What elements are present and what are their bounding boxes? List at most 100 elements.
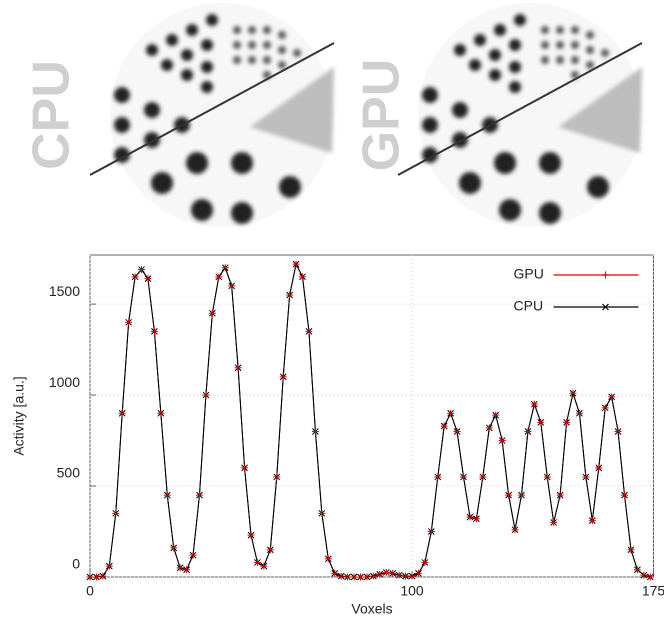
- y-tick-label: 1000: [49, 374, 80, 390]
- data-point: [266, 546, 274, 554]
- data-point: [299, 273, 307, 281]
- data-point: [208, 309, 216, 317]
- data-point: [453, 427, 461, 435]
- data-point: [105, 562, 113, 570]
- data-point: [311, 427, 319, 435]
- data-point: [305, 327, 313, 335]
- data-point: [163, 491, 171, 499]
- data-point: [621, 491, 629, 499]
- data-point: [112, 509, 120, 517]
- data-point: [86, 573, 94, 581]
- data-point: [344, 573, 352, 581]
- data-point: [260, 562, 268, 570]
- plot-frame: [89, 254, 654, 578]
- data-point: [447, 409, 455, 417]
- data-point: [215, 273, 223, 281]
- data-point: [537, 418, 545, 426]
- x-tick-label: 100: [400, 583, 424, 599]
- x-tick-label: 175: [642, 583, 664, 599]
- data-point: [195, 491, 203, 499]
- gpu-image: [398, 3, 642, 227]
- data-point: [247, 531, 255, 539]
- data-point: [369, 572, 377, 580]
- data-point: [472, 515, 480, 523]
- data-point: [479, 473, 487, 481]
- y-tick-label: 500: [57, 465, 81, 481]
- data-point: [228, 282, 236, 290]
- data-point: [530, 400, 538, 408]
- y-axis-label: Activity [a.u.]: [11, 376, 27, 455]
- data-point: [118, 409, 126, 417]
- data-point: [517, 491, 525, 499]
- data-point: [485, 424, 493, 432]
- data-point: [575, 409, 583, 417]
- data-point: [99, 572, 107, 580]
- data-point: [601, 404, 609, 412]
- legend-marker: [602, 303, 609, 311]
- data-point: [640, 571, 648, 579]
- x-tick-label: 0: [86, 583, 94, 599]
- data-point: [588, 517, 596, 525]
- data-point: [234, 364, 242, 372]
- data-point: [511, 526, 519, 534]
- data-point: [138, 266, 146, 274]
- data-point: [608, 393, 616, 401]
- data-point: [505, 491, 513, 499]
- data-point: [356, 573, 364, 581]
- data-point: [125, 318, 133, 326]
- data-point: [556, 491, 564, 499]
- data-point: [331, 569, 339, 577]
- data-point: [414, 569, 422, 577]
- y-tick-label: 1500: [49, 283, 80, 299]
- data-point: [402, 572, 410, 580]
- data-point: [498, 437, 506, 445]
- data-point: [131, 273, 139, 281]
- data-point: [569, 389, 577, 397]
- data-point: [144, 275, 152, 283]
- data-point: [376, 570, 384, 578]
- cpu-image: [90, 3, 334, 227]
- data-point: [627, 546, 635, 554]
- data-point: [440, 422, 448, 430]
- data-point: [176, 564, 184, 572]
- data-point: [492, 411, 500, 419]
- data-point: [595, 464, 603, 472]
- data-point: [157, 409, 165, 417]
- legend-marker: [602, 271, 609, 279]
- data-point: [408, 572, 416, 580]
- x-axis-label: Voxels: [351, 601, 392, 617]
- data-point: [337, 572, 345, 580]
- data-point: [582, 473, 590, 481]
- data-point: [253, 558, 261, 566]
- data-point: [395, 571, 403, 579]
- data-point: [221, 264, 229, 272]
- data-point: [292, 260, 300, 268]
- data-point: [382, 568, 390, 576]
- data-point: [363, 573, 371, 581]
- legend-label: GPU: [514, 266, 544, 282]
- data-point: [183, 566, 191, 574]
- data-point: [241, 464, 249, 472]
- data-point: [150, 327, 158, 335]
- image-label: GPU: [353, 59, 411, 172]
- data-point: [350, 573, 358, 581]
- data-point: [466, 513, 474, 521]
- data-point: [324, 555, 332, 563]
- data-point: [550, 518, 558, 526]
- data-point: [389, 569, 397, 577]
- data-point: [318, 509, 326, 517]
- data-point: [279, 373, 287, 381]
- data-point: [543, 473, 551, 481]
- data-point: [273, 473, 281, 481]
- data-point: [286, 291, 294, 299]
- data-point: [170, 544, 178, 552]
- data-point: [614, 427, 622, 435]
- image-label: CPU: [23, 60, 81, 170]
- data-point: [189, 551, 197, 559]
- data-point: [92, 573, 100, 581]
- y-tick-label: 0: [72, 556, 80, 572]
- data-point: [202, 391, 210, 399]
- data-point: [633, 566, 641, 574]
- data-point: [563, 418, 571, 426]
